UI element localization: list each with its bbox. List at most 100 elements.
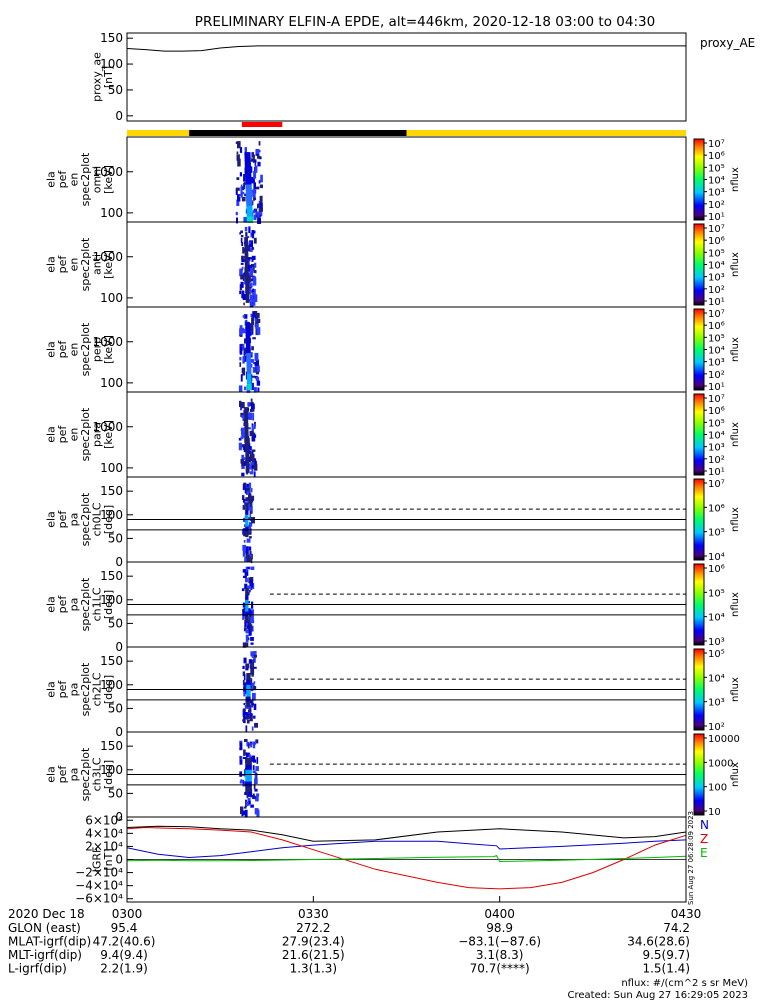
- heatmap-ch2LC-cell: [253, 666, 257, 669]
- colorbar-ch2LC: [693, 648, 705, 731]
- heatmap-omni-core: [245, 176, 252, 180]
- heatmap-omni-cell: [255, 186, 260, 190]
- heatmap-omni-cell: [241, 191, 245, 195]
- heatmap-omni-core: [246, 213, 253, 218]
- heatmap-anti-cell: [249, 282, 253, 288]
- heatmap-ch2LC-cell: [251, 674, 254, 677]
- heatmap-ch0LC-cell: [248, 496, 252, 504]
- heatmap-perp-core: [246, 353, 251, 357]
- heatmap-ch1LC-cell: [242, 613, 245, 620]
- heatmap-ch2LC-cell: [253, 655, 257, 658]
- heatmap-omni-cell: [253, 197, 257, 201]
- ytick-ch1LC-0: 150: [100, 569, 123, 583]
- heatmap-perp-cell: [255, 321, 259, 324]
- heatmap-ch1LC-cell: [250, 566, 255, 570]
- heatmap-perp-core: [245, 342, 251, 347]
- colorbar-omni-tick-1: 10⁶: [708, 151, 725, 162]
- heatmap-anti-cell: [247, 257, 251, 262]
- heatmap-ch3LC-cell: [243, 757, 247, 759]
- ytick-ch2LC-2: 50: [108, 701, 123, 715]
- colorbar-ch0LC-tick-2: 10⁵: [708, 528, 725, 539]
- heatmap-ch2LC-cell: [242, 719, 246, 722]
- heatmap-para-cell: [250, 403, 255, 410]
- info-row-3-value-2: 70.7(****): [470, 962, 530, 976]
- colorbar-perp-label: nflux: [730, 337, 741, 362]
- heatmap-ch1LC-cell: [249, 581, 254, 587]
- ytick-ch2LC-1: 100: [100, 678, 123, 692]
- heatmap-ch3LC-cell: [247, 803, 250, 806]
- legend-proxy-ae: proxy_AE: [700, 36, 755, 50]
- heatmap-ch3LC-cell: [250, 794, 254, 798]
- heatmap-para-cell: [241, 454, 245, 463]
- heatmap-perp-core: [245, 332, 251, 337]
- ytick-ch1LC-2: 50: [108, 616, 123, 630]
- orbit-segment-0: [127, 130, 190, 136]
- heatmap-omni-core: [245, 189, 252, 194]
- heatmap-ch2LC-cell: [253, 715, 256, 719]
- heatmap-ch1LC-cell: [244, 620, 247, 627]
- info-row-3-value-1: 1.3(1.3): [290, 962, 338, 976]
- heatmap-ch1LC-cell: [251, 620, 255, 624]
- heatmap-para-cell: [250, 398, 253, 402]
- heatmap-ch2LC-cell: [245, 663, 250, 669]
- ylabel-omni-2: en: [68, 173, 81, 187]
- heatmap-perp-cell: [256, 365, 260, 373]
- colorbar-omni: [693, 138, 705, 221]
- heatmap-omni-cell: [235, 188, 238, 195]
- legend-igrf-e: E: [700, 846, 708, 860]
- heatmap-perp-cell: [253, 311, 258, 316]
- heatmap-ch2LC-cell: [252, 686, 257, 691]
- heatmap-omni-cell: [236, 177, 240, 180]
- heatmap-para-cell: [253, 471, 256, 478]
- heatmap-ch2LC-cell: [243, 703, 246, 706]
- colorbar-anti-label: nflux: [730, 252, 741, 277]
- ylabel-igrf-0: IGRF: [91, 847, 104, 873]
- heatmap-anti-cell: [251, 289, 253, 294]
- heatmap-ch1LC-cell: [244, 583, 248, 589]
- heatmap-anti-cells: [239, 226, 258, 308]
- heatmap-para-cell: [246, 412, 251, 418]
- heatmap-anti-core: [245, 277, 250, 287]
- heatmap-perp-core: [246, 355, 251, 360]
- heatmap-omni-cell: [241, 197, 246, 202]
- xtick-1: 0330: [298, 907, 329, 921]
- heatmap-ch1LC-cell: [248, 611, 253, 616]
- heatmap-ch3LC-cell: [254, 788, 258, 792]
- heatmap-omni-cell: [237, 158, 241, 167]
- heatmap-ch0LC-cell: [250, 553, 253, 560]
- heatmap-ch2LC-cell: [242, 708, 246, 712]
- colorbar-anti-tick-1: 10⁶: [708, 236, 725, 247]
- heatmap-para-cell: [248, 427, 251, 430]
- ytick-igrf-6: −6×10⁴: [75, 892, 123, 906]
- ylabel-ch0LC-2: pa: [68, 513, 81, 527]
- heatmap-perp-cell: [239, 328, 243, 336]
- heatmap-perp-core: [245, 340, 251, 344]
- heatmap-ch1LC-core: [245, 616, 249, 620]
- heatmap-anti-cell: [239, 268, 244, 271]
- heatmap-ch3LC-cell: [246, 790, 249, 798]
- heatmap-omni-core: [246, 219, 253, 223]
- heatmap-omni-core: [245, 192, 252, 197]
- heatmap-perp-cell: [255, 376, 260, 381]
- heatmap-ch0LC-cell: [249, 536, 252, 539]
- heatmap-ch3LC-core: [245, 779, 252, 783]
- heatmap-ch2LC-core: [246, 694, 251, 698]
- heatmap-anti-cell: [251, 247, 255, 250]
- heatmap-omni-cell: [251, 189, 255, 193]
- heatmap-ch2LC-core: [246, 680, 251, 684]
- colorbar-perp-tick-4: 10³: [708, 358, 725, 369]
- ylabel-ch3LC-2: pa: [68, 768, 81, 782]
- heatmap-ch3LC-cell: [248, 754, 251, 761]
- heatmap-anti-core: [244, 237, 248, 247]
- heatmap-ch3LC-core: [245, 772, 252, 776]
- colorbar-para-tick-4: 10³: [708, 443, 725, 454]
- heatmap-anti-cell: [240, 230, 243, 234]
- colorbar-ch1LC-tick-1: 10⁵: [708, 588, 725, 599]
- heatmap-ch2LC-cell: [242, 709, 246, 717]
- heatmap-ch0LC-cell: [249, 550, 252, 555]
- heatmap-para-cell: [238, 442, 242, 451]
- colorbar-anti: [693, 223, 705, 306]
- heatmap-omni-cell: [243, 174, 246, 182]
